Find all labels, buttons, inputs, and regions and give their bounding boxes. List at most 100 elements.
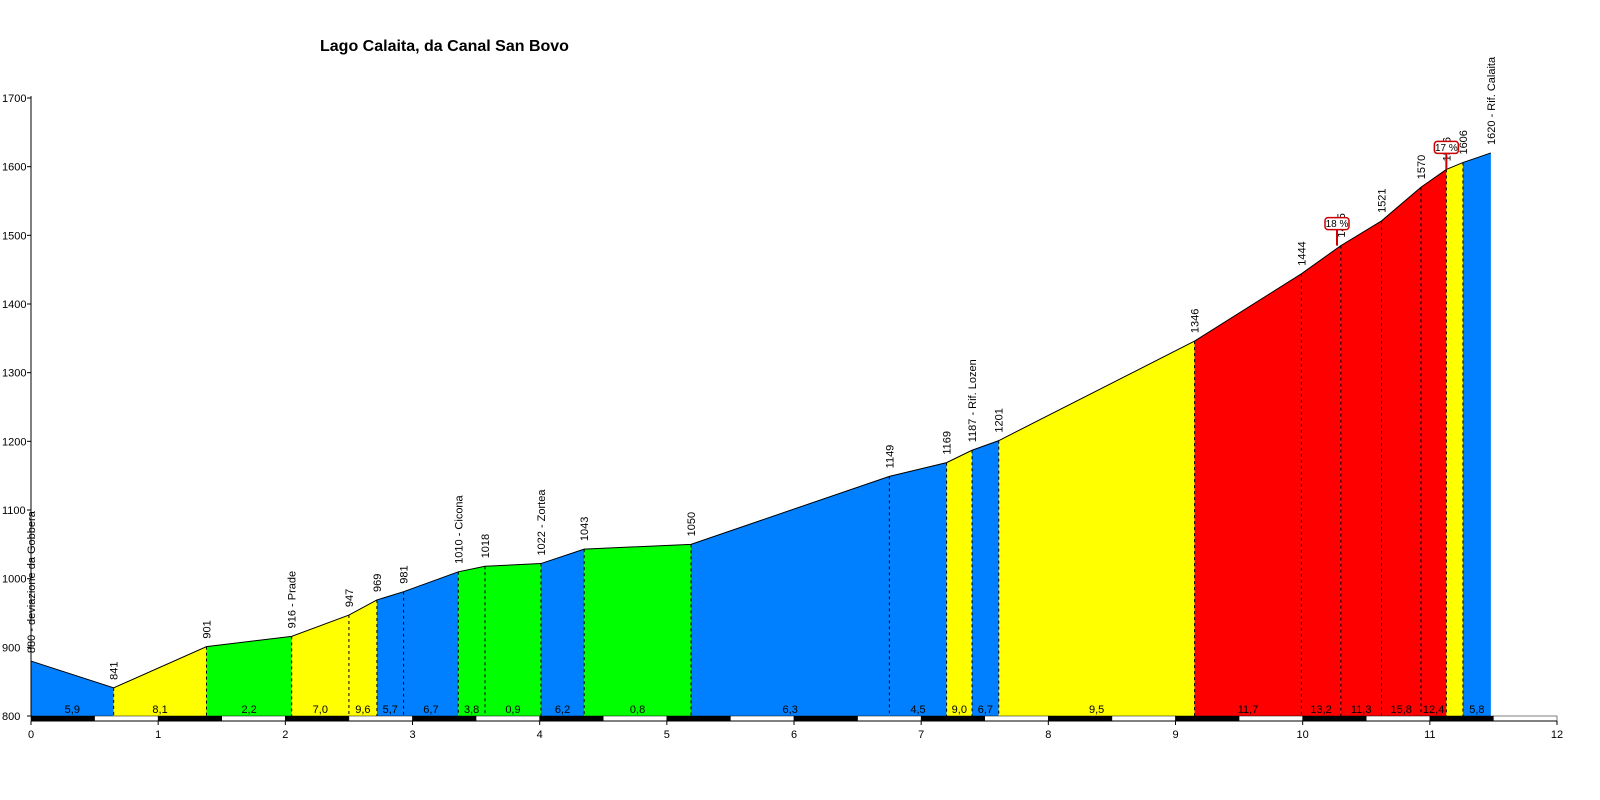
gradient-label: 8,1 — [152, 704, 167, 716]
profile-segment — [1381, 187, 1421, 716]
gradient-label: 5,9 — [65, 704, 80, 716]
elevation-label: 969 — [372, 574, 384, 592]
y-tick-label: 800 — [2, 711, 20, 723]
max-gradient-label: 18 % — [1326, 219, 1349, 230]
elevation-label: 1346 — [1190, 309, 1202, 333]
km-scale-bar — [30, 715, 95, 722]
y-tick-label: 1300 — [2, 368, 26, 380]
gradient-label: 9,0 — [952, 704, 967, 716]
profile-segment — [113, 646, 207, 716]
km-scale-bar — [94, 715, 159, 722]
km-scale-bar — [603, 715, 668, 722]
gradient-label: 0,9 — [505, 704, 520, 716]
profile-segment — [1420, 169, 1447, 716]
km-scale-bar — [1429, 715, 1494, 722]
profile-line — [30, 152, 1492, 689]
elevation-label: 1620 - Rif. Calaita — [1486, 56, 1498, 145]
elevation-label: 1570 — [1416, 155, 1428, 179]
gradient-label: 4,5 — [910, 704, 925, 716]
elevation-label: 880 - deviazione da Gobbera — [26, 510, 38, 653]
y-tick-label: 900 — [2, 642, 20, 654]
profile-segment — [1462, 152, 1491, 716]
profile-segment — [1301, 245, 1341, 716]
x-tick-label: 12 — [1551, 729, 1563, 741]
profile-segment — [998, 341, 1195, 716]
km-scale-bar — [730, 715, 795, 722]
gradient-label: 3,8 — [464, 704, 479, 716]
profile-segment — [403, 571, 459, 716]
profile-segment — [1340, 220, 1382, 716]
gradient-label: 6,3 — [783, 704, 798, 716]
km-scale-bar — [539, 715, 604, 722]
y-tick-label: 1400 — [2, 299, 26, 311]
profile-segment — [889, 462, 947, 716]
x-tick-label: 6 — [791, 729, 797, 741]
km-scale-bar — [1302, 715, 1367, 722]
profile-segment — [1446, 162, 1463, 717]
km-scale-bar — [412, 715, 477, 722]
gradient-label: 15,8 — [1391, 704, 1412, 716]
gradient-label: 12,4 — [1423, 704, 1444, 716]
x-tick-label: 0 — [28, 729, 34, 741]
profile-segment — [206, 636, 292, 716]
y-tick-label: 1700 — [2, 93, 26, 105]
elevation-label: 1022 - Zortea — [536, 489, 548, 556]
elevation-label: 1606 — [1458, 130, 1470, 154]
gradient-label: 5,8 — [1469, 704, 1484, 716]
elevation-label: 841 — [109, 661, 121, 679]
profile-segment — [540, 549, 585, 716]
gradient-label: 2,2 — [241, 704, 256, 716]
km-scale-bar — [157, 715, 223, 722]
gradient-label: 9,6 — [355, 704, 370, 716]
elevation-label: 1018 — [480, 534, 492, 558]
gradient-label: 11,3 — [1351, 704, 1372, 716]
gradient-label: 0,8 — [630, 704, 645, 716]
profile-segment — [946, 450, 973, 716]
km-scale-bar — [1048, 715, 1113, 722]
elevation-label: 1043 — [579, 517, 591, 541]
profile-segment — [972, 440, 999, 716]
km-scale-bar — [348, 715, 413, 722]
max-gradient-label: 17 % — [1435, 143, 1458, 154]
km-scale-bar — [666, 715, 731, 722]
elevation-label: 1169 — [942, 431, 954, 455]
y-tick-label: 1200 — [2, 436, 26, 448]
profile-segment — [348, 599, 377, 716]
elevation-label: 1444 — [1296, 241, 1308, 265]
elevation-label: 1149 — [884, 445, 896, 469]
km-scale-bar — [984, 715, 1049, 722]
profile-segment — [458, 566, 485, 716]
gradient-label: 7,0 — [313, 704, 328, 716]
y-tick-label: 1100 — [2, 505, 26, 517]
km-scale-bar — [920, 715, 986, 722]
profile-segment — [376, 591, 404, 716]
chart-title: Lago Calaita, da Canal San Bovo — [320, 38, 569, 55]
gradient-label: 9,5 — [1089, 704, 1104, 716]
km-scale-bar — [285, 715, 350, 722]
profile-segment — [484, 563, 541, 716]
x-tick-label: 4 — [537, 729, 543, 741]
y-tick-label: 1600 — [2, 162, 26, 174]
y-tick-label: 1500 — [2, 230, 26, 242]
y-tick-label: 1000 — [2, 574, 26, 586]
x-tick-label: 7 — [918, 729, 924, 741]
elevation-label: 901 — [201, 620, 213, 638]
x-tick-label: 2 — [282, 729, 288, 741]
max-gradient-box — [1324, 216, 1350, 231]
x-tick-label: 3 — [409, 729, 415, 741]
gradient-label: 6,7 — [978, 704, 993, 716]
x-tick-label: 1 — [155, 729, 161, 741]
km-scale-bar — [857, 715, 922, 722]
gradient-label: 6,7 — [423, 704, 438, 716]
x-tick-label: 8 — [1045, 729, 1051, 741]
elevation-label: 1010 - Cicona — [453, 494, 465, 563]
elevation-label: 981 — [399, 565, 411, 583]
elevation-label: 1521 — [1377, 188, 1389, 212]
elevation-label: 1187 - Rif. Lozen — [967, 359, 979, 442]
km-scale-bar — [1111, 715, 1176, 722]
profile-segment — [291, 615, 349, 716]
x-tick-label: 5 — [664, 729, 670, 741]
elevation-label: 1201 — [994, 408, 1006, 432]
profile-segment — [31, 661, 114, 716]
km-scale-bar — [1493, 715, 1558, 722]
